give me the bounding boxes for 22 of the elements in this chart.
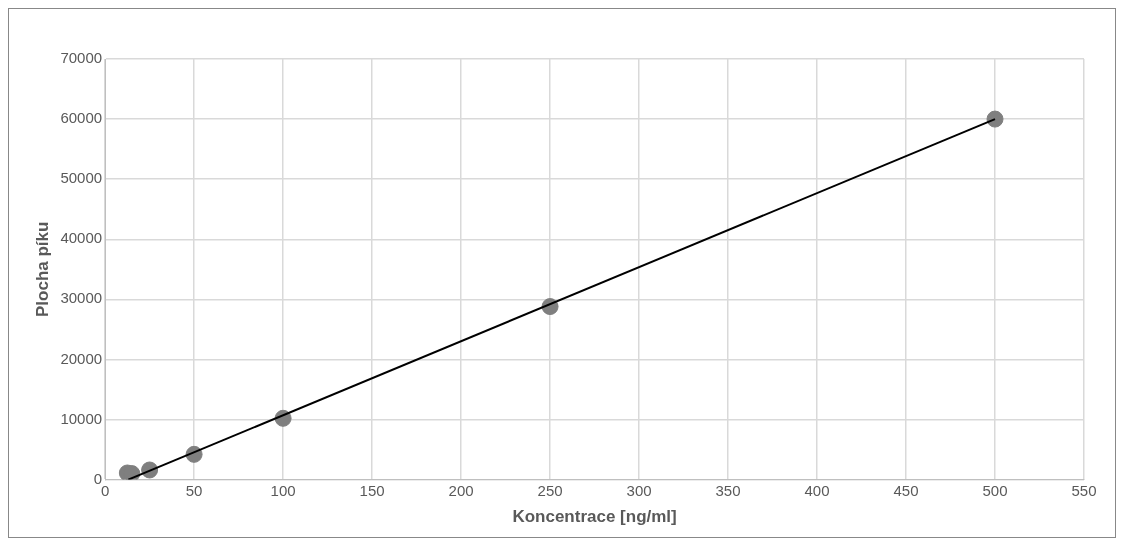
x-tick-label: 350 [715, 481, 741, 499]
x-tick-label: 550 [1071, 481, 1097, 499]
y-tick-label: 0 [93, 469, 103, 487]
x-tick-label: 250 [537, 481, 563, 499]
x-tick-label: 100 [270, 481, 296, 499]
point [986, 110, 1004, 128]
x-tick-label: 300 [626, 481, 652, 499]
y-tick-label: 30000 [60, 289, 103, 307]
y-tick-label: 50000 [60, 169, 103, 187]
x-tick-label: 200 [448, 481, 474, 499]
y-tick-label: 40000 [60, 229, 103, 247]
x-tick-label: 400 [804, 481, 830, 499]
x-tick-label: 150 [359, 481, 385, 499]
y-axis-title: Plocha píku [32, 221, 52, 318]
x-tick-label: 500 [982, 481, 1008, 499]
y-tick-label: 70000 [60, 49, 103, 67]
y-tick-label: 60000 [60, 109, 103, 127]
y-tick-label: 20000 [60, 349, 103, 367]
y-tick-label: 10000 [60, 409, 103, 427]
x-tick-label: 450 [893, 481, 919, 499]
x-tick-label: 50 [185, 481, 203, 499]
x-axis-title: Koncentrace [ng/ml] [512, 507, 677, 527]
